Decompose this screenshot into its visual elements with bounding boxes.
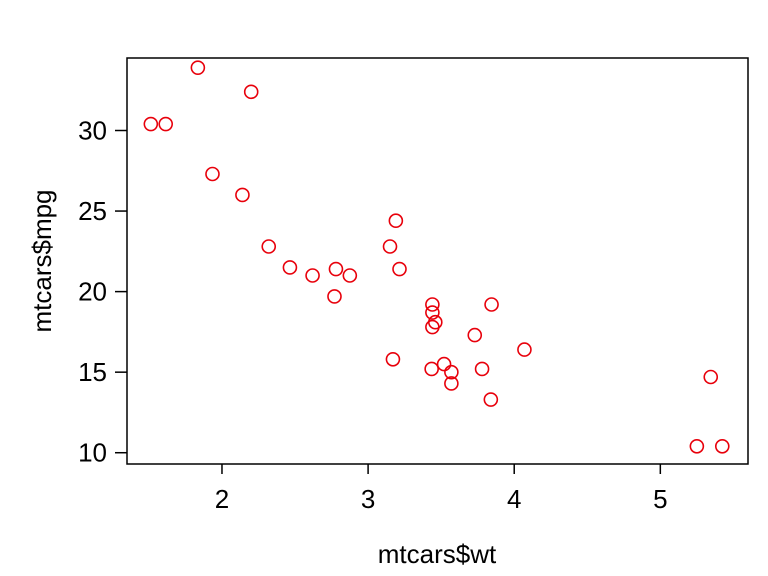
y-axis: 10 15 20 25 30 (78, 116, 127, 468)
data-point (327, 289, 342, 304)
data-point (261, 239, 277, 254)
data-point (385, 351, 401, 367)
y-tick-label: 15 (78, 357, 107, 387)
x-tick-label: 2 (215, 484, 229, 514)
data-point (305, 268, 320, 283)
data-point (382, 239, 398, 254)
data-point (235, 187, 250, 203)
data-point (444, 364, 459, 380)
y-tick-label: 20 (78, 277, 107, 307)
data-point (703, 369, 719, 385)
data-point (425, 297, 440, 312)
data-point (342, 268, 358, 283)
y-axis-label: mtcars$mpg (27, 189, 57, 332)
plot-frame (126, 57, 749, 465)
data-point (714, 438, 730, 454)
data-point (424, 361, 439, 377)
data-point (425, 319, 440, 335)
x-axis: 2 3 4 5 (215, 464, 668, 514)
data-point (484, 297, 499, 312)
data-point (205, 166, 220, 182)
data-point (689, 438, 705, 454)
x-tick-label: 3 (361, 484, 375, 514)
data-point (282, 260, 298, 275)
y-tick-label: 30 (78, 116, 107, 146)
data-point (444, 376, 459, 391)
data-point (517, 342, 532, 357)
data-point (158, 116, 174, 132)
data-point (425, 305, 440, 320)
data-point (436, 356, 452, 372)
data-point (143, 116, 159, 132)
y-tick-label: 25 (78, 196, 107, 226)
data-point (190, 60, 206, 75)
data-point (474, 361, 490, 377)
data-point (388, 213, 404, 229)
data-point (243, 84, 259, 100)
data-point (392, 261, 407, 277)
y-tick-label: 10 (78, 438, 107, 468)
data-point (467, 327, 483, 343)
x-tick-label: 4 (507, 484, 521, 514)
data-points (143, 60, 730, 454)
x-axis-label: mtcars$wt (378, 539, 497, 569)
data-point (328, 261, 344, 277)
x-tick-label: 5 (653, 484, 667, 514)
data-point (483, 392, 499, 407)
